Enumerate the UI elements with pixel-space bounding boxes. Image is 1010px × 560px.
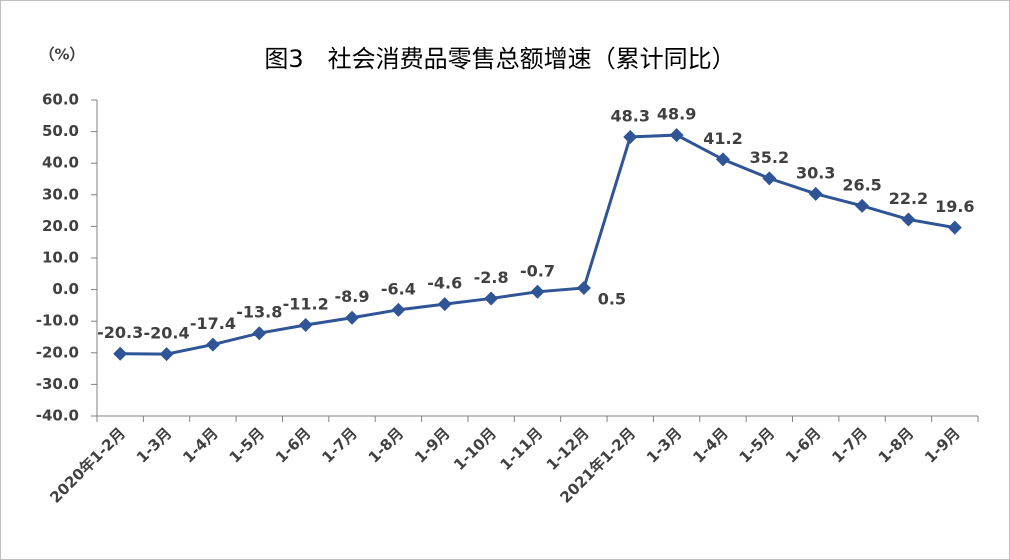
y-tick-label: 40.0: [42, 154, 79, 172]
y-tick-label: 60.0: [42, 91, 79, 109]
y-tick-label: -10.0: [36, 312, 79, 330]
marker: [855, 198, 870, 213]
marker: [901, 212, 916, 227]
data-label: -13.8: [236, 303, 282, 322]
data-label: 48.9: [657, 105, 696, 124]
marker: [530, 284, 545, 299]
data-label: -2.8: [474, 268, 509, 287]
data-label: 41.2: [703, 129, 742, 148]
marker: [808, 186, 823, 201]
chart-title: 图3 社会消费品零售总额增速（累计同比）: [264, 45, 735, 73]
marker: [762, 171, 777, 186]
marker: [345, 310, 360, 325]
data-label: 0.5: [598, 290, 626, 309]
data-label: -17.4: [190, 314, 236, 333]
marker: [437, 297, 452, 312]
marker: [576, 281, 591, 296]
y-tick-label: 50.0: [42, 122, 79, 140]
data-label: 26.5: [842, 175, 881, 194]
data-label: -4.6: [427, 274, 462, 293]
y-tick-label: 0.0: [52, 280, 79, 298]
data-label: -0.7: [520, 261, 555, 280]
marker: [252, 326, 267, 341]
marker: [715, 152, 730, 167]
y-axis-unit: （%）: [39, 46, 84, 64]
marker: [113, 346, 128, 361]
data-label: -8.9: [335, 287, 370, 306]
y-tick-label: -40.0: [36, 407, 79, 425]
marker: [298, 317, 313, 332]
marker: [484, 291, 499, 306]
marker: [623, 129, 638, 144]
data-label: 19.6: [935, 197, 974, 216]
marker: [947, 220, 962, 235]
data-label: -11.2: [283, 294, 329, 313]
data-label: -20.4: [143, 324, 189, 343]
data-label: 48.3: [610, 106, 649, 125]
marker: [205, 337, 220, 352]
data-label: 22.2: [889, 189, 928, 208]
data-label: 30.3: [796, 163, 835, 182]
marker: [391, 302, 406, 317]
y-tick-label: 30.0: [42, 185, 79, 203]
marker: [159, 347, 174, 362]
data-label: -20.3: [97, 323, 143, 342]
y-tick-label: 20.0: [42, 217, 79, 235]
y-tick-label: 10.0: [42, 249, 79, 267]
y-tick-label: -30.0: [36, 375, 79, 393]
data-label: 35.2: [750, 148, 789, 167]
data-label: -6.4: [381, 279, 416, 298]
marker: [669, 128, 684, 143]
y-tick-label: -20.0: [36, 343, 79, 361]
